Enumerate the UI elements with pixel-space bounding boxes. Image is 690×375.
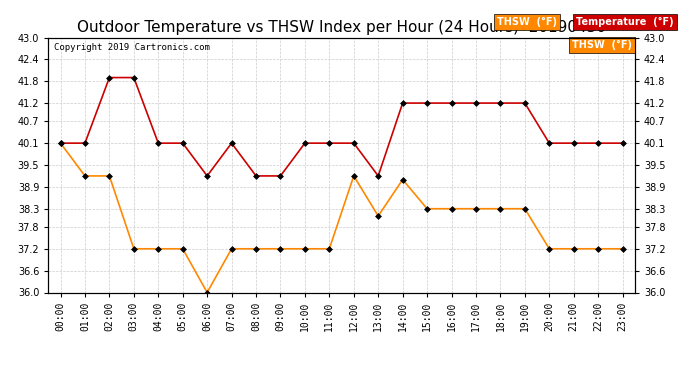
Text: Temperature  (°F): Temperature (°F) (576, 17, 673, 27)
Title: Outdoor Temperature vs THSW Index per Hour (24 Hours)  20190430: Outdoor Temperature vs THSW Index per Ho… (77, 20, 606, 35)
Text: THSW  (°F): THSW (°F) (497, 17, 557, 27)
Text: Copyright 2019 Cartronics.com: Copyright 2019 Cartronics.com (55, 43, 210, 52)
Text: THSW  (°F): THSW (°F) (572, 40, 632, 50)
